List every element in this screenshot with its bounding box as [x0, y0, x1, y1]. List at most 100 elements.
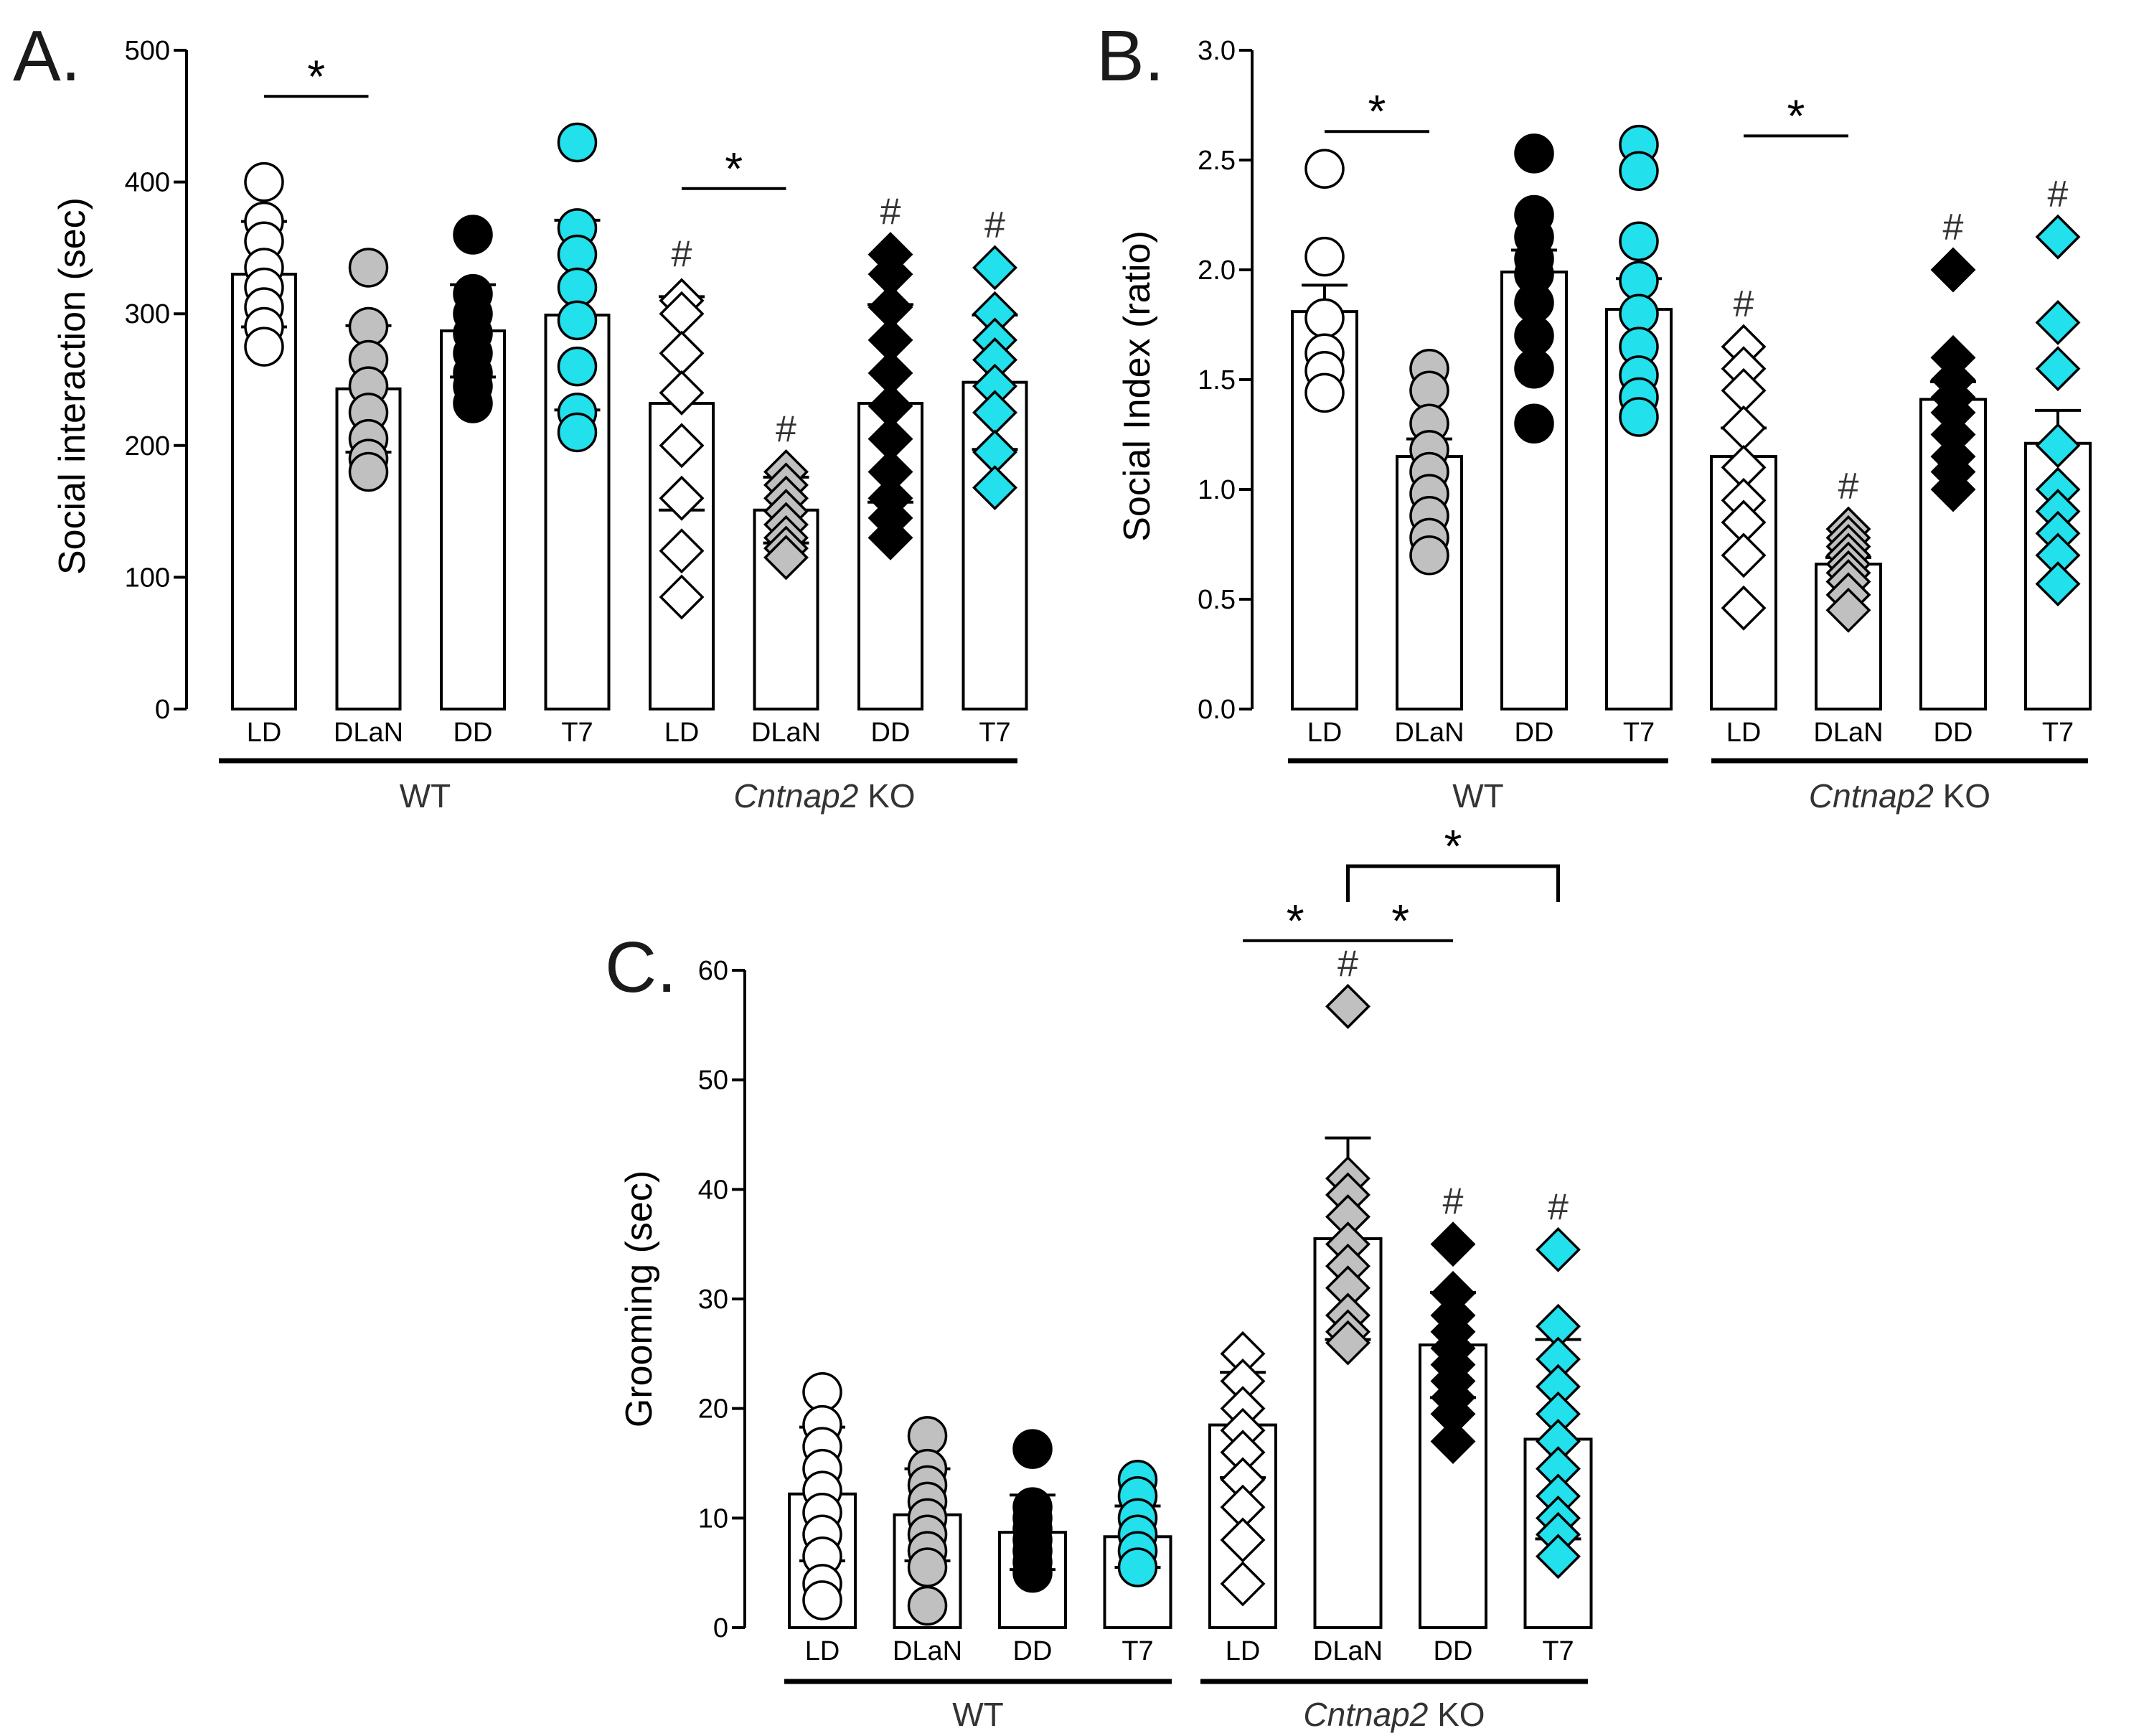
- panel-a-point-3-1: [453, 215, 493, 255]
- panel-c-point-3-8: [1012, 1552, 1053, 1593]
- panel-a-y-tick-label-1: 0: [155, 695, 170, 725]
- panel-a-significance-star-2: *: [725, 143, 743, 194]
- panel-a-category-label-8: T7: [979, 718, 1010, 748]
- panel-c-category-label-4: T7: [1122, 1636, 1153, 1666]
- panel-c-letter: C.: [605, 927, 677, 1008]
- panel-c-y-tick-label-5: 40: [698, 1175, 728, 1205]
- panel-a-hash-mark-1: #: [672, 233, 692, 275]
- panel-a-hash-mark-2: #: [776, 409, 796, 451]
- panel-b-y-tick-label-3: 1.0: [1198, 475, 1236, 505]
- panel-b-category-label-5: LD: [1726, 718, 1762, 748]
- panel-b-group-label-1: WT: [1452, 777, 1504, 815]
- panel-a-y-tick-label-4: 300: [125, 299, 170, 329]
- panel-b-category-label-3: DD: [1515, 718, 1554, 748]
- panel-c-hash-mark-2: #: [1443, 1181, 1464, 1223]
- panel-b-y-tick-label-6: 2.5: [1198, 146, 1236, 176]
- panel-c-category-label-3: DD: [1013, 1636, 1053, 1666]
- panel-b-category-label-1: LD: [1307, 718, 1343, 748]
- panel-b-point-5-9: [1721, 585, 1767, 631]
- panel-b-hash-mark-3: #: [1943, 207, 1964, 248]
- panel-c-significance-bracket-3: [1346, 864, 1560, 902]
- panel-a-y-tick-label-2: 100: [125, 563, 170, 593]
- panel-c-y-tick-label-2: 10: [698, 1503, 728, 1534]
- panel-c-y-tick-label-3: 20: [698, 1394, 728, 1425]
- panel-c-y-axis-title: Grooming (sec): [619, 1170, 660, 1427]
- panel-a-hash-mark-3: #: [880, 192, 901, 233]
- panel-b-hash-mark-4: #: [2048, 174, 2069, 215]
- panel-b-point-8-2: [2035, 299, 2081, 345]
- panel-b-y-tick-label-1: 0.0: [1198, 695, 1236, 725]
- panel-a-point-6-8: [763, 535, 809, 581]
- panel-b-point-8-3: [2035, 346, 2081, 392]
- panel-a-point-5-4: [659, 370, 705, 416]
- panel-b-point-3-8: [1514, 348, 1554, 389]
- panel-b-point-8-4: [2035, 423, 2081, 469]
- panel-b-point-7-9: [1930, 466, 1976, 512]
- panel-b-y-tick-label-2: 0.5: [1198, 585, 1236, 615]
- panel-b-point-3-9: [1514, 403, 1554, 444]
- panel-b-y-tick-label-4: 1.5: [1198, 365, 1236, 395]
- panel-a-group-label-plain-1: WT: [400, 777, 451, 815]
- panel-c-point-1-10: [802, 1580, 842, 1620]
- panel-c-group-label-1: WT: [952, 1696, 1004, 1733]
- panel-c-group-label-2: Cntnap2 KO: [1303, 1696, 1485, 1733]
- panel-b-group-label-plain-2: KO: [1934, 777, 1990, 815]
- panel-b-group-label-2: Cntnap2 KO: [1809, 777, 1990, 815]
- panel-a-point-1-1: [244, 161, 284, 202]
- panel-a-point-4-6: [557, 346, 598, 387]
- panel-c-y-tick-label-1: 0: [713, 1613, 728, 1643]
- panel-c-point-5-8: [1220, 1517, 1266, 1563]
- panel-b-category-label-6: DLaN: [1813, 718, 1883, 748]
- panel-a-point-1-8: [244, 327, 284, 367]
- panel-a-letter: A.: [13, 16, 80, 96]
- panel-a-category-label-7: DD: [871, 718, 911, 748]
- panel-c-category-label-6: DLaN: [1313, 1636, 1383, 1666]
- panel-b-point-1-6: [1304, 372, 1345, 413]
- panel-b-hash-mark-1: #: [1734, 283, 1754, 325]
- panel-a-category-label-3: DD: [453, 718, 493, 748]
- panel-c-group-label-plain-1: WT: [952, 1696, 1004, 1733]
- panel-c-group-label-plain-2: KO: [1428, 1696, 1485, 1733]
- panel-b-group-label-italic-2: Cntnap2: [1809, 777, 1934, 815]
- panel-b-point-6-9: [1825, 587, 1871, 633]
- panel-b-chart: B. Social Index (ratio) 0.0 0.5 1.0 1.5 2.0 2…: [1096, 16, 2092, 815]
- panel-c-point-7-1: [1430, 1221, 1476, 1267]
- panel-c-point-6-1: [1325, 983, 1370, 1029]
- panel-a-point-5-6: [659, 475, 705, 521]
- panel-b-point-5-8: [1721, 532, 1767, 578]
- panel-c-point-5-9: [1220, 1561, 1266, 1607]
- panel-b-group-label-plain-1: WT: [1452, 777, 1504, 815]
- panel-b-significance-star-2: *: [1787, 90, 1805, 141]
- panel-a-group-label-italic-2: Cntnap2: [733, 777, 858, 815]
- panel-c-y-tick-label-6: 50: [698, 1066, 728, 1096]
- panel-c-category-label-2: DLaN: [893, 1636, 962, 1666]
- panel-a-category-label-5: LD: [664, 718, 700, 748]
- panel-b-point-8-1: [2035, 214, 2081, 260]
- panel-c-category-label-5: LD: [1226, 1636, 1261, 1666]
- panel-c-category-label-7: DD: [1434, 1636, 1473, 1666]
- panel-b-point-2-9: [1409, 535, 1449, 576]
- panel-b-point-1-1: [1304, 149, 1345, 189]
- panel-a-point-4-1: [557, 122, 598, 163]
- panel-c-point-8-11: [1536, 1534, 1581, 1580]
- panel-c-category-label-1: LD: [805, 1636, 840, 1666]
- panel-c-hash-mark-3: #: [1548, 1186, 1569, 1228]
- panel-a-point-7-11: [868, 515, 913, 560]
- panel-b-hash-mark-2: #: [1838, 466, 1859, 507]
- panel-a-point-3-8: [453, 383, 493, 423]
- panel-c-y-tick-label-4: 30: [698, 1285, 728, 1315]
- panel-c-point-8-1: [1536, 1226, 1581, 1272]
- panel-a-group-label-1: WT: [400, 777, 451, 815]
- panel-c-point-3-1: [1012, 1429, 1053, 1469]
- panel-c-point-4-6: [1117, 1547, 1158, 1587]
- panel-b-letter: B.: [1096, 16, 1164, 96]
- panel-a-significance-star-1: *: [307, 50, 325, 102]
- panel-c-y-tick-label-7: 60: [698, 956, 728, 986]
- panel-a-group-label-2: Cntnap2 KO: [733, 777, 915, 815]
- panel-b-point-4-9: [1619, 397, 1659, 437]
- panel-b-category-label-2: DLaN: [1394, 718, 1464, 748]
- panel-b-category-label-8: T7: [2042, 718, 2074, 748]
- panel-c-group-label-italic-2: Cntnap2: [1303, 1696, 1428, 1733]
- panel-a-y-tick-label-6: 500: [125, 36, 170, 66]
